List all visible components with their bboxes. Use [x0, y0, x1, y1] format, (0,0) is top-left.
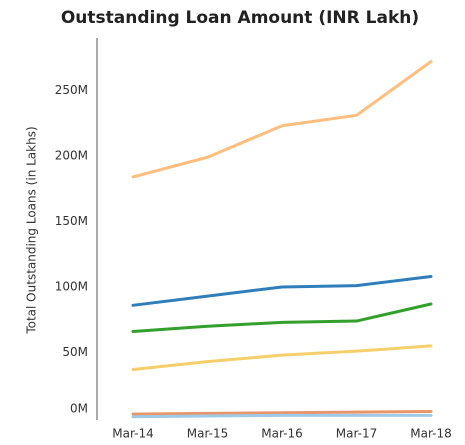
x-tick-label: Mar-15	[187, 427, 228, 441]
line-series	[131, 274, 433, 307]
y-axis-label: Total Outstanding Loans (in Lakhs)	[25, 126, 39, 334]
y-tick-label: 50M	[62, 345, 88, 359]
x-tick-label: Mar-17	[336, 427, 377, 441]
line-series	[131, 409, 433, 416]
y-tick-label: 100M	[55, 279, 88, 293]
line-series	[131, 302, 433, 334]
y-tick-label: 0M	[70, 402, 88, 416]
x-tick-label: Mar-14	[112, 427, 153, 441]
x-tick-label: Mar-16	[261, 427, 302, 441]
y-tick-label: 200M	[55, 148, 88, 162]
y-tick-label: 150M	[55, 214, 88, 228]
chart-title: Outstanding Loan Amount (INR Lakh)	[61, 8, 419, 28]
line-series	[131, 344, 433, 372]
line-series	[131, 413, 433, 419]
line-series	[131, 60, 433, 179]
y-tick-label: 250M	[55, 83, 88, 97]
x-tick-label: Mar-18	[410, 427, 451, 441]
